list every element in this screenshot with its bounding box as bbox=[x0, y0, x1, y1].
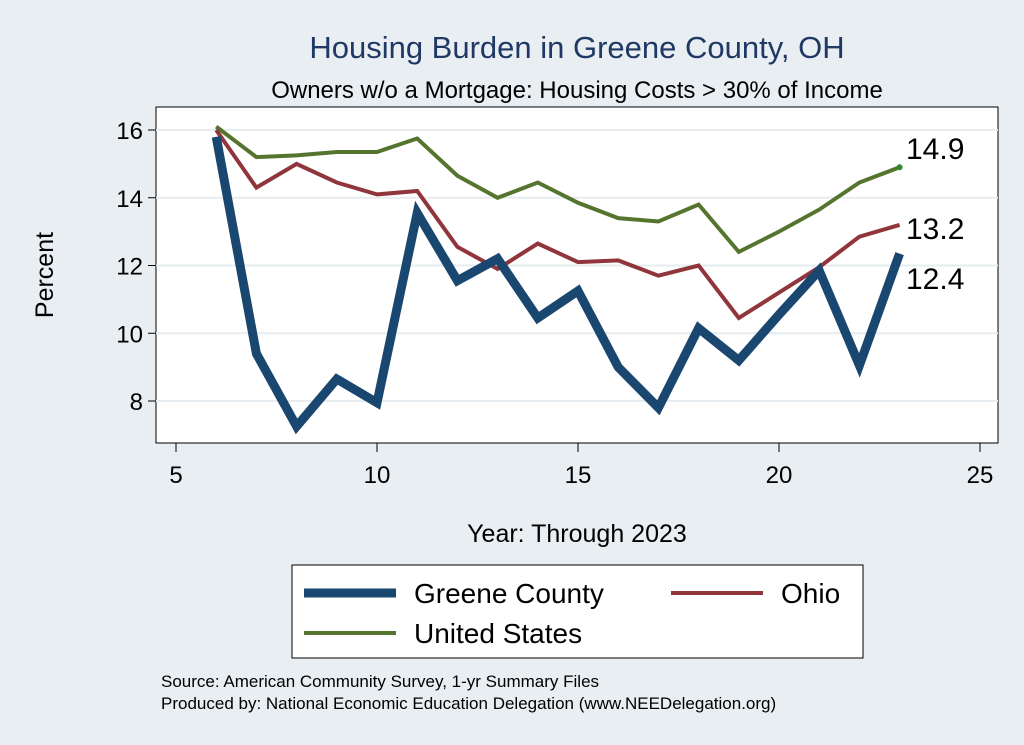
y-tick-label: 10 bbox=[116, 321, 143, 348]
x-tick-label: 10 bbox=[364, 462, 391, 489]
series-end-marker bbox=[896, 164, 903, 171]
y-tick-label: 16 bbox=[116, 118, 143, 145]
end-labels: 14.9 13.2 12.4 bbox=[906, 133, 964, 296]
end-label: 13.2 bbox=[906, 213, 964, 246]
chart-subtitle: Owners w/o a Mortgage: Housing Costs > 3… bbox=[271, 77, 883, 104]
x-tick-label: 15 bbox=[565, 462, 592, 489]
x-tick-label: 25 bbox=[967, 462, 994, 489]
producer-line: Produced by: National Economic Education… bbox=[161, 694, 776, 713]
series-line-greene-county bbox=[211, 135, 904, 435]
legend-label: United States bbox=[414, 618, 582, 649]
chart-title: Housing Burden in Greene County, OH bbox=[309, 30, 844, 65]
gridlines bbox=[156, 129, 998, 402]
legend-label: Ohio bbox=[781, 578, 840, 609]
y-tick-label: 14 bbox=[116, 186, 143, 213]
series-lines bbox=[211, 125, 904, 435]
source-line: Source: American Community Survey, 1-yr … bbox=[161, 672, 599, 691]
y-axis-title: Percent bbox=[31, 232, 59, 318]
legend: Greene County Ohio United States bbox=[304, 578, 840, 649]
legend-label: Greene County bbox=[414, 578, 604, 609]
x-axis-title: Year: Through 2023 bbox=[467, 520, 687, 548]
axes: 8 10 12 14 16 5 10 15 20 25 bbox=[116, 118, 993, 489]
x-tick-label: 5 bbox=[169, 462, 182, 489]
end-label: 12.4 bbox=[906, 263, 964, 296]
legend-box bbox=[291, 564, 864, 659]
y-tick-label: 12 bbox=[116, 254, 143, 281]
series-line-ohio bbox=[214, 128, 901, 321]
series-line-united-states bbox=[214, 125, 901, 255]
x-tick-label: 20 bbox=[766, 462, 793, 489]
end-label: 14.9 bbox=[906, 133, 964, 166]
y-tick-label: 8 bbox=[130, 389, 143, 416]
